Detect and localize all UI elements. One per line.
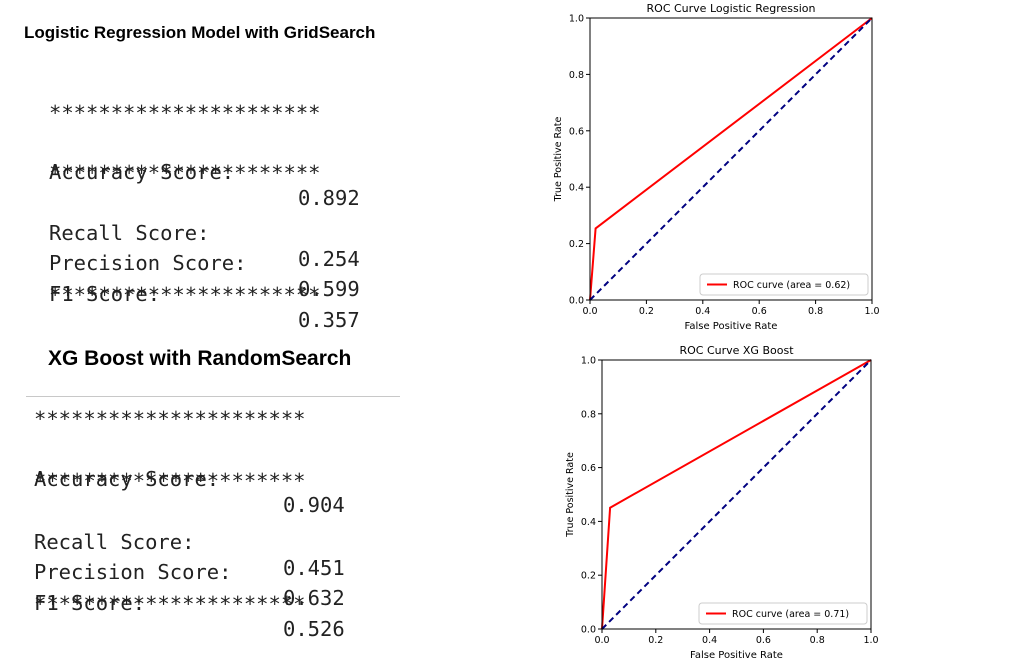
x-tick-label: 0.8 xyxy=(808,306,823,317)
plot-frame xyxy=(601,359,872,630)
x-tick-label: 1.0 xyxy=(864,306,879,317)
accuracy-label: Accuracy Score: xyxy=(34,467,220,491)
precision-value: 0.599 xyxy=(298,277,360,301)
f1-label: F1 Score: xyxy=(49,282,161,306)
xgb-metrics-block: ********************** Accuracy Score: 0… xyxy=(34,406,345,641)
f1-label: F1 Score: xyxy=(34,591,146,615)
accuracy-label: Accuracy Score: xyxy=(49,160,235,184)
recall-label: Recall Score: xyxy=(49,221,210,245)
legend-label: ROC curve (area = 0.71) xyxy=(732,609,849,620)
separator-stars: ********************** xyxy=(34,407,306,431)
y-tick-label: 0.8 xyxy=(581,409,596,420)
precision-value: 0.632 xyxy=(283,586,345,610)
legend-label: ROC curve (area = 0.62) xyxy=(733,280,850,291)
chart-title: ROC Curve Logistic Regression xyxy=(647,2,816,15)
recall-row: Recall Score: 0.451 xyxy=(34,503,345,580)
separator-stars: ********************** xyxy=(49,161,321,185)
chance-diagonal-line xyxy=(601,359,872,630)
chance-diagonal-line xyxy=(589,17,873,301)
y-tick-label: 0.4 xyxy=(581,517,596,528)
x-tick-label: 1.0 xyxy=(863,635,878,646)
lr-metrics-block: ********************** Accuracy Score: 0… xyxy=(49,100,360,332)
x-tick-label: 0.0 xyxy=(594,635,609,646)
roc-curve-line xyxy=(589,17,873,301)
x-tick-label: 0.2 xyxy=(639,306,654,317)
y-axis-label: True Positive Rate xyxy=(553,117,564,203)
x-axis-label: False Positive Rate xyxy=(685,321,778,332)
separator-stars: ********************** xyxy=(34,469,306,493)
recall-value: 0.254 xyxy=(298,247,360,271)
x-tick-label: 0.2 xyxy=(648,635,663,646)
separator-stars: ********************** xyxy=(49,101,321,125)
y-tick-label: 0.2 xyxy=(569,239,584,250)
legend-box xyxy=(699,273,869,296)
chart-title: ROC Curve XG Boost xyxy=(679,344,794,357)
separator-stars: ********************** xyxy=(49,283,321,307)
precision-label: Precision Score: xyxy=(34,560,232,584)
recall-value: 0.451 xyxy=(283,556,345,580)
xgb-heading: XG Boost with RandomSearch xyxy=(48,347,352,370)
separator-stars: ********************** xyxy=(34,592,306,616)
f1-row: F1 Score: 0.357 xyxy=(49,255,360,332)
x-tick-label: 0.4 xyxy=(702,635,717,646)
precision-label: Precision Score: xyxy=(49,251,247,275)
accuracy-row: Accuracy Score: 0.892 xyxy=(49,133,360,210)
y-tick-label: 1.0 xyxy=(569,14,584,25)
legend-box xyxy=(698,602,868,625)
x-tick-label: 0.6 xyxy=(752,306,767,317)
recall-row: Recall Score: 0.254 xyxy=(49,194,360,271)
x-tick-label: 0.4 xyxy=(695,306,710,317)
precision-row: Precision Score: 0.599 xyxy=(49,224,360,301)
accuracy-value: 0.892 xyxy=(298,186,360,210)
x-tick-label: 0.8 xyxy=(810,635,825,646)
roc-curve-line xyxy=(601,359,872,630)
x-axis-label: False Positive Rate xyxy=(690,650,783,661)
lr-heading: Logistic Regression Model with GridSearc… xyxy=(24,23,376,42)
y-tick-label: 1.0 xyxy=(581,356,596,367)
y-tick-label: 0.6 xyxy=(581,463,596,474)
y-tick-label: 0.4 xyxy=(569,183,584,194)
f1-value: 0.357 xyxy=(298,308,360,332)
accuracy-value: 0.904 xyxy=(283,493,345,517)
y-axis-label: True Positive Rate xyxy=(565,452,576,538)
y-tick-label: 0.2 xyxy=(581,571,596,582)
accuracy-row: Accuracy Score: 0.904 xyxy=(34,440,345,517)
roc-chart-xg-boost: ROC Curve XG Boost 0.0 0.2 0.4 0.6 0.8 1.0 0.0 0… xyxy=(565,344,879,661)
y-tick-label: 0.8 xyxy=(569,70,584,81)
recall-label: Recall Score: xyxy=(34,530,195,554)
x-tick-label: 0.6 xyxy=(756,635,771,646)
section-divider xyxy=(26,396,400,397)
y-tick-label: 0.0 xyxy=(581,625,596,636)
roc-chart-logistic-regression: ROC Curve Logistic Regression 0.0 0.2 0.4 0.… xyxy=(553,2,880,332)
y-tick-label: 0.0 xyxy=(569,296,584,307)
y-tick-label: 0.6 xyxy=(569,126,584,137)
plot-frame xyxy=(589,17,873,301)
f1-value: 0.526 xyxy=(283,617,345,641)
x-tick-label: 0.0 xyxy=(582,306,597,317)
precision-row: Precision Score: 0.632 xyxy=(34,533,345,610)
f1-row: F1 Score: 0.526 xyxy=(34,564,345,641)
